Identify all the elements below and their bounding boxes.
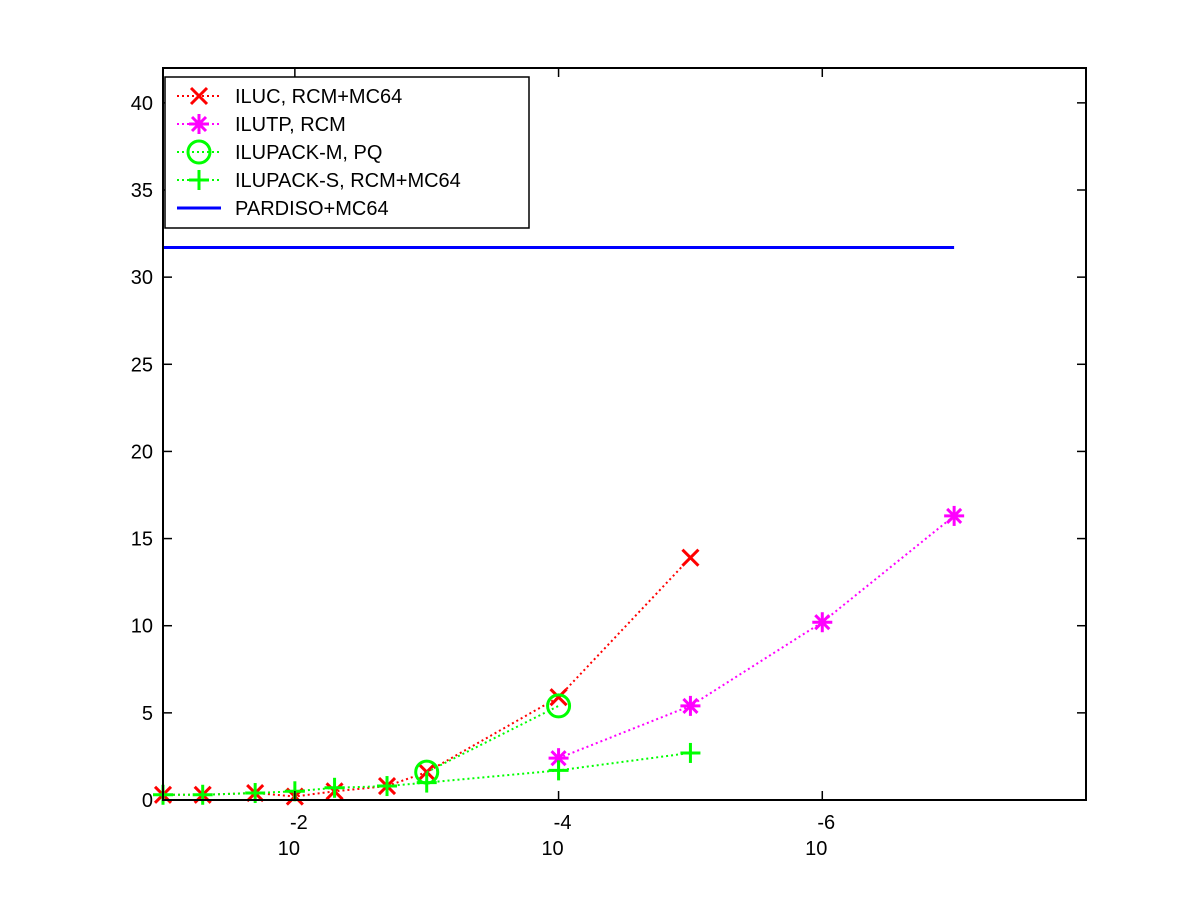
series-line-ilutp-rcm bbox=[558, 515, 955, 760]
y-tick-label-40: 40 bbox=[131, 93, 153, 115]
legend-label-ilupack-m-pq: ILUPACK-M, PQ bbox=[235, 142, 382, 164]
point-iluc-rcm-mc64-7 bbox=[549, 688, 568, 707]
legend-marker-ilupack-m-pq bbox=[186, 139, 212, 165]
legend-entry-pardiso-mc64: PARDISO+MC64 bbox=[177, 198, 389, 220]
x-tick-label-base-1: 10 bbox=[541, 838, 563, 860]
y-tick-label-30: 30 bbox=[131, 267, 153, 289]
legend-entry-ilupack-m-pq: ILUPACK-M, PQ bbox=[177, 139, 382, 165]
y-tick-label-15: 15 bbox=[131, 529, 153, 551]
y-tick-label-35: 35 bbox=[131, 180, 153, 202]
x-tick-label-exponent-0: -2 bbox=[290, 812, 308, 834]
x-tick-label-base-2: 10 bbox=[805, 838, 827, 860]
point-ilutp-rcm-2 bbox=[812, 612, 833, 633]
point-ilupack-s-rcm-mc64-5 bbox=[377, 776, 398, 797]
x-tick-label-exponent-1: -4 bbox=[554, 812, 572, 834]
series-ilutp-rcm bbox=[548, 505, 965, 769]
point-ilupack-s-rcm-mc64-1 bbox=[192, 784, 213, 805]
point-ilutp-rcm-1 bbox=[680, 695, 701, 716]
point-ilupack-s-rcm-mc64-8 bbox=[680, 742, 701, 763]
legend-marker-ilutp-rcm bbox=[189, 114, 209, 134]
legend-label-ilutp-rcm: ILUTP, RCM bbox=[235, 114, 346, 136]
ticks-layer: 0 5 10 15 20 25 30 35 40 10 -2 10 -4 10 -6 bbox=[131, 68, 1086, 860]
point-ilupack-m-pq-1 bbox=[546, 693, 572, 719]
x-tick-label-exponent-2: -6 bbox=[817, 812, 835, 834]
y-tick-label-0: 0 bbox=[142, 790, 153, 812]
legend-entry-iluc-rcm-mc64: ILUC, RCM+MC64 bbox=[177, 86, 402, 108]
x-tick-label-base-0: 10 bbox=[278, 838, 300, 860]
point-ilutp-rcm-3 bbox=[944, 505, 965, 526]
legend-label-iluc-rcm-mc64: ILUC, RCM+MC64 bbox=[235, 86, 402, 108]
legend-box bbox=[164, 76, 530, 229]
legend-entry-ilupack-s-rcm-mc64: ILUPACK-S, RCM+MC64 bbox=[177, 170, 461, 192]
plot-frame bbox=[162, 67, 1087, 801]
series-layer bbox=[153, 246, 965, 806]
point-ilupack-s-rcm-mc64-6 bbox=[416, 772, 437, 793]
legend: ILUC, RCM+MC64 ILUTP, RCM ILUPACK-M, PQ ILU… bbox=[164, 76, 530, 229]
legend-label-pardiso-mc64: PARDISO+MC64 bbox=[235, 198, 389, 220]
legend-entry-ilutp-rcm: ILUTP, RCM bbox=[177, 114, 346, 136]
y-tick-label-10: 10 bbox=[131, 616, 153, 638]
point-iluc-rcm-mc64-8 bbox=[681, 548, 700, 567]
point-ilupack-s-rcm-mc64-7 bbox=[548, 760, 569, 781]
point-ilupack-s-rcm-mc64-4 bbox=[324, 777, 345, 798]
y-tick-label-25: 25 bbox=[131, 354, 153, 376]
y-tick-label-5: 5 bbox=[142, 703, 153, 725]
legend-label-ilupack-s-rcm-mc64: ILUPACK-S, RCM+MC64 bbox=[235, 170, 461, 192]
legend-marker-iluc-rcm-mc64 bbox=[189, 86, 209, 106]
legend-marker-ilupack-s-rcm-mc64 bbox=[189, 170, 209, 190]
y-tick-label-20: 20 bbox=[131, 441, 153, 463]
